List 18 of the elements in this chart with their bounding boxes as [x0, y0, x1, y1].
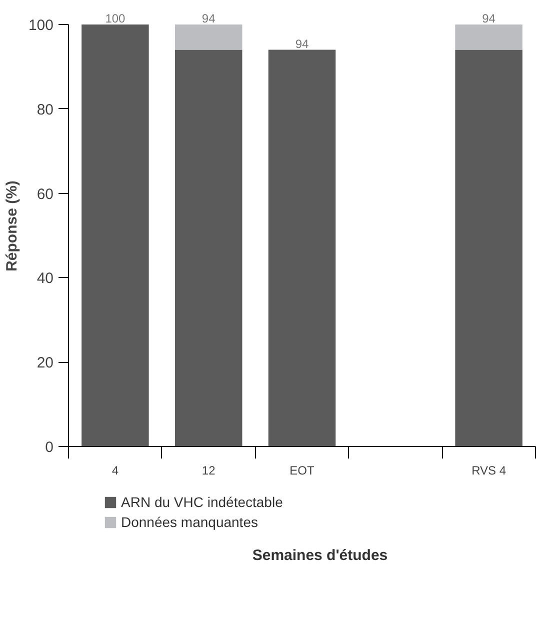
- legend-label: Données manquantes: [121, 514, 258, 530]
- legend-label: ARN du VHC indétectable: [121, 494, 283, 510]
- y-tick-label: 20: [36, 354, 54, 372]
- y-tick-label: 100: [28, 16, 54, 34]
- y-tick-label: 40: [36, 270, 54, 288]
- data-label: 94: [202, 11, 216, 26]
- data-label: 94: [295, 36, 309, 51]
- x-tick-label: 12: [202, 464, 216, 478]
- y-axis-title: Réponse (%): [3, 180, 20, 272]
- x-tick-label: EOT: [290, 464, 316, 478]
- y-tick-label: 80: [36, 101, 54, 118]
- x-tick-label: 4: [112, 464, 119, 478]
- y-tick-label: 60: [36, 186, 54, 203]
- data-label: 100: [105, 11, 126, 26]
- y-tick-label: 0: [45, 439, 54, 456]
- data-label: 94: [482, 11, 496, 26]
- x-axis-title: Semaines d'études: [252, 546, 388, 566]
- x-tick-label: RVS 4: [472, 464, 506, 478]
